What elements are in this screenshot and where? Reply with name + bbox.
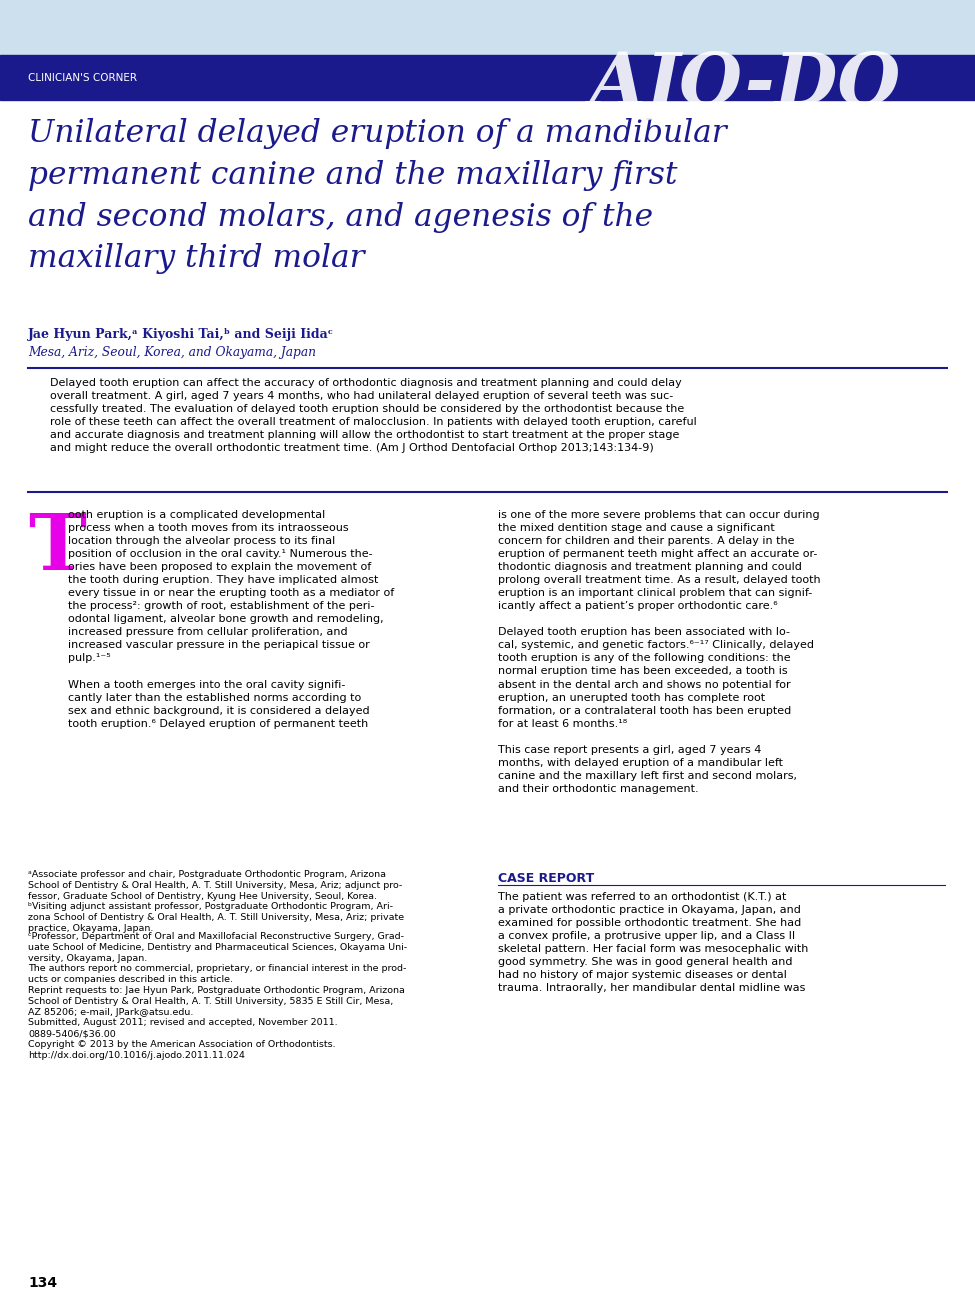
Text: Unilateral delayed eruption of a mandibular
permanent canine and the maxillary f: Unilateral delayed eruption of a mandibu… <box>28 117 726 274</box>
Text: AJO-DO: AJO-DO <box>590 50 901 120</box>
Text: ooth eruption is a complicated developmental
process when a tooth moves from its: ooth eruption is a complicated developme… <box>68 510 394 728</box>
Text: Mesa, Ariz, Seoul, Korea, and Okayama, Japan: Mesa, Ariz, Seoul, Korea, and Okayama, J… <box>28 346 316 359</box>
Bar <box>0 55 975 100</box>
Text: The authors report no commercial, proprietary, or financial interest in the prod: The authors report no commercial, propri… <box>28 964 407 984</box>
Text: CASE REPORT: CASE REPORT <box>498 872 594 885</box>
Text: ᵃAssociate professor and chair, Postgraduate Orthodontic Program, Arizona
School: ᵃAssociate professor and chair, Postgrad… <box>28 870 403 902</box>
Text: Submitted, August 2011; revised and accepted, November 2011.
0889-5406/$36.00
Co: Submitted, August 2011; revised and acce… <box>28 1018 337 1060</box>
Text: Reprint requests to: Jae Hyun Park, Postgraduate Orthodontic Program, Arizona
Sc: Reprint requests to: Jae Hyun Park, Post… <box>28 987 405 1017</box>
Text: ᶜProfessor, Department of Oral and Maxillofacial Reconstructive Surgery, Grad-
u: ᶜProfessor, Department of Oral and Maxil… <box>28 932 408 963</box>
Text: is one of the more severe problems that can occur during
the mixed dentition sta: is one of the more severe problems that … <box>498 510 821 793</box>
Text: ᵇVisiting adjunct assistant professor, Postgraduate Orthodontic Program, Ari-
zo: ᵇVisiting adjunct assistant professor, P… <box>28 902 404 933</box>
Text: The patient was referred to an orthodontist (K.T.) at
a private orthodontic prac: The patient was referred to an orthodont… <box>498 893 808 993</box>
Text: Jae Hyun Park,ᵃ Kiyoshi Tai,ᵇ and Seiji Iidaᶜ: Jae Hyun Park,ᵃ Kiyoshi Tai,ᵇ and Seiji … <box>28 328 334 341</box>
Bar <box>0 0 975 55</box>
Text: Delayed tooth eruption can affect the accuracy of orthodontic diagnosis and trea: Delayed tooth eruption can affect the ac… <box>50 378 697 453</box>
Text: 134: 134 <box>28 1276 58 1291</box>
Text: T: T <box>28 510 86 586</box>
Text: CLINICIAN'S CORNER: CLINICIAN'S CORNER <box>28 73 137 84</box>
